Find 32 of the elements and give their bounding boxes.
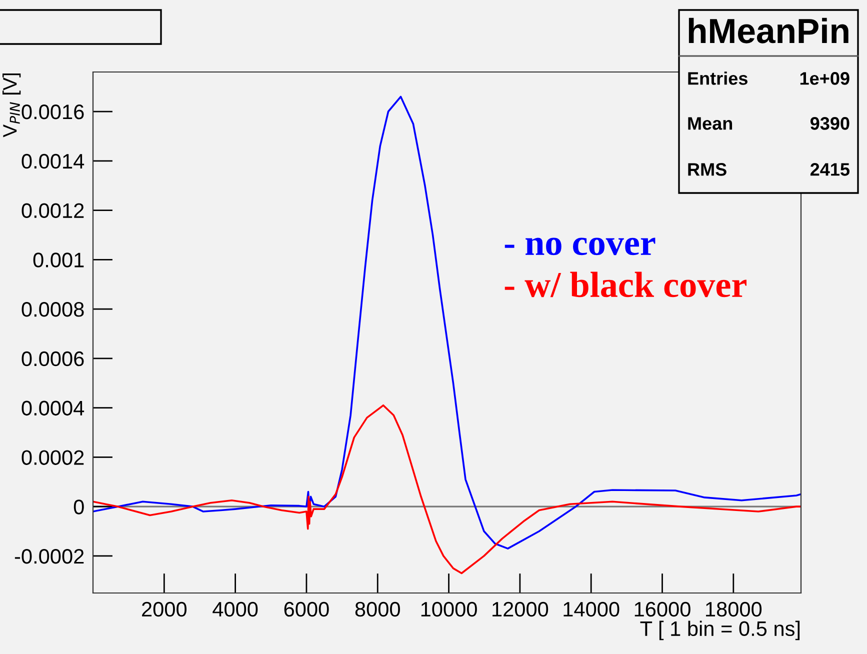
x-tick-label: 14000 (564, 602, 620, 617)
line-series (93, 96, 801, 550)
y-tick-label: 0.0002 (22, 450, 84, 465)
text: 2415 (810, 163, 850, 176)
y-axis-title: V$_{PIN}$ [V] (2, 73, 21, 138)
x-tick-label: 6000 (284, 602, 329, 617)
x-tick-label: 18000 (706, 602, 762, 617)
y-tick-label: 0.0016 (22, 104, 84, 120)
x-tick-label: 4000 (212, 602, 258, 617)
y-tick-label: 0.001 (33, 252, 84, 268)
x-tick-label: 12000 (492, 602, 548, 617)
y-tick-label: 0.0004 (22, 400, 84, 416)
y-tick-label: 0.0014 (22, 154, 84, 169)
annotation: Mean (688, 117, 732, 130)
y-tick-label: 0 (74, 500, 84, 514)
x-tick-label: 8000 (355, 602, 400, 617)
line-series (93, 404, 801, 574)
y-tick-label: -0.0002 (14, 548, 84, 564)
y-tick-label: 0.0012 (22, 203, 84, 218)
y-tick-label: 0.0006 (22, 351, 84, 366)
x-tick-label: 10000 (421, 602, 477, 617)
x-axis-title: T [ 1 bin = 0.5 ns] (640, 620, 800, 640)
annotation: 1e+09 (800, 72, 850, 85)
x-tick-label: 2000 (142, 602, 187, 617)
x-tick-label: 16000 (634, 602, 690, 617)
text: 9390 (810, 117, 850, 130)
annotation: RMS (688, 163, 726, 176)
series-label: - no cover (504, 238, 656, 256)
text: hMeanPin (688, 18, 848, 44)
annotation: Entries (688, 72, 748, 85)
text: - w/ black cover (504, 272, 746, 298)
y-tick-label: 0.0008 (22, 302, 84, 317)
